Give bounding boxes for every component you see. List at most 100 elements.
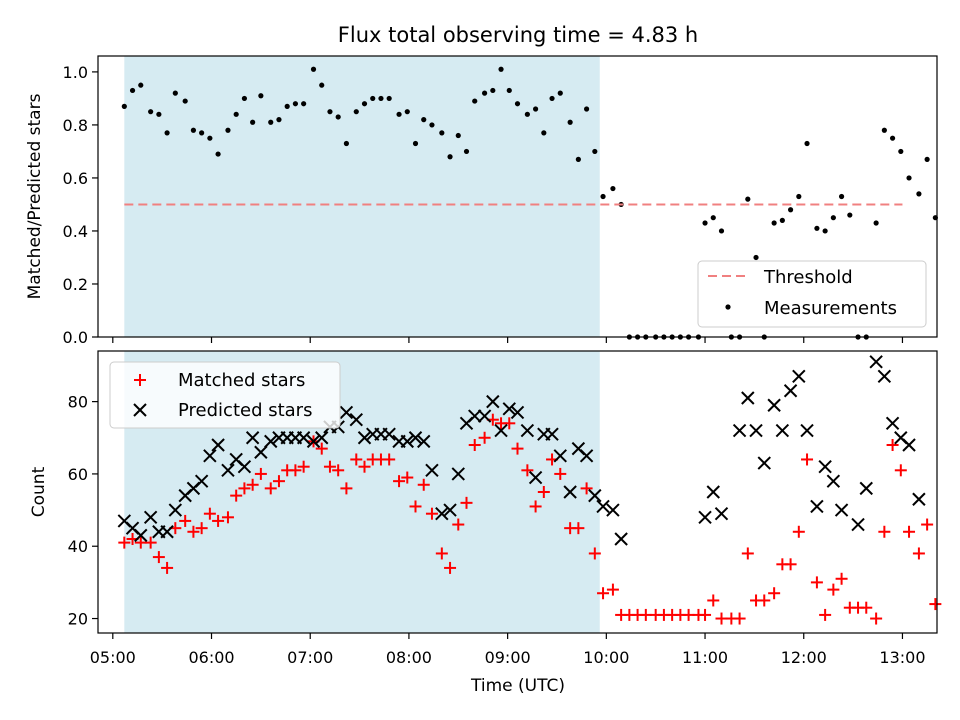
measurement-point — [138, 82, 144, 88]
measurement-point — [506, 87, 512, 94]
predicted-point — [296, 431, 311, 445]
matched-point — [801, 453, 814, 466]
predicted-point — [339, 405, 354, 420]
matched-point — [435, 547, 448, 560]
matched-point — [323, 460, 336, 473]
predicted-point — [767, 398, 781, 412]
measurement-point — [353, 109, 359, 115]
ratio-y-ticks: 0.0 0.2 0.4 0.6 0.8 1.0 — [63, 63, 98, 347]
matched-point — [707, 594, 720, 607]
matched-point — [741, 547, 754, 560]
measurement-point — [924, 156, 930, 162]
matched-point — [835, 572, 848, 585]
matched-point — [393, 475, 406, 488]
matched-point — [468, 439, 481, 451]
predicted-point — [168, 503, 183, 517]
measurement-point — [284, 103, 290, 109]
predicted-point — [203, 449, 217, 463]
matched-point — [212, 514, 225, 527]
predicted-point — [545, 427, 559, 441]
measurement-point — [745, 196, 751, 202]
measurement-point — [567, 119, 573, 125]
matched-point — [417, 478, 430, 491]
matched-point — [580, 482, 593, 495]
matched-point — [152, 551, 165, 564]
matched-point — [332, 464, 345, 477]
measurement-point — [190, 127, 197, 133]
measurement-point — [268, 119, 274, 125]
y-tick-label: 0.0 — [63, 328, 88, 347]
y-tick-label: 60 — [68, 465, 88, 484]
measurement-point — [378, 95, 384, 102]
matched-point — [246, 478, 259, 491]
count-y-axis-label: Count — [29, 466, 49, 517]
matched-point — [340, 482, 353, 495]
measurement-point — [335, 114, 341, 120]
measurement-point — [455, 132, 461, 139]
measurement-point — [600, 193, 606, 200]
measurement-point — [439, 130, 445, 136]
matched-point — [383, 453, 396, 466]
predicted-point — [221, 463, 235, 478]
matched-point — [921, 518, 934, 531]
matched-point — [195, 522, 208, 535]
measurement-point — [250, 119, 256, 125]
predicted-point — [783, 384, 798, 398]
measurement-point — [889, 135, 896, 141]
measurement-point — [847, 212, 853, 218]
matched-point — [792, 525, 805, 538]
predicted-point — [435, 506, 449, 521]
predicted-point — [810, 499, 824, 514]
matched-point — [784, 558, 797, 571]
measurement-point — [838, 193, 845, 200]
predicted-point — [245, 431, 260, 445]
matched-point — [912, 547, 925, 560]
predicted-point — [264, 434, 278, 449]
measurement-point — [447, 154, 453, 160]
matched-point — [511, 442, 524, 455]
matched-point — [444, 561, 457, 574]
measurement-point — [258, 93, 264, 99]
y-tick-label: 0.4 — [63, 222, 88, 241]
predicted-point — [349, 412, 363, 427]
matched-point — [554, 467, 567, 480]
matched-point — [203, 507, 216, 520]
predicted-point — [851, 517, 865, 532]
measurement-point — [225, 127, 231, 133]
matched-point — [860, 601, 873, 614]
measurement-point — [718, 228, 725, 234]
measurement-point — [514, 101, 521, 107]
predicted-point — [400, 434, 414, 449]
x-tick-label: 13:00 — [879, 648, 925, 667]
matched-point — [529, 500, 542, 513]
measurement-point — [148, 109, 154, 115]
matched-point — [758, 594, 771, 607]
measurement-point — [233, 111, 239, 117]
chart-title: Flux total observing time = 4.83 h — [338, 23, 698, 47]
measurement-point — [498, 66, 504, 72]
predicted-point — [775, 423, 790, 438]
measurement-point — [898, 148, 904, 155]
predicted-point — [606, 503, 620, 517]
matched-point — [503, 417, 516, 430]
matched-point — [118, 536, 131, 549]
matched-point — [588, 547, 601, 560]
predicted-point — [408, 431, 423, 445]
matched-legend-label: Matched stars — [178, 370, 305, 391]
measurement-point — [524, 111, 530, 117]
x-tick-label: 05:00 — [90, 648, 136, 667]
predicted-point — [885, 416, 900, 431]
measurement-point — [796, 193, 802, 200]
predicted-point — [306, 434, 321, 449]
predicted-point — [417, 434, 431, 449]
x-tick-label: 11:00 — [682, 648, 728, 667]
measurement-point — [370, 95, 376, 102]
ratio-y-axis-label: Matched/Predicted stars — [25, 93, 45, 299]
measurement-point — [779, 217, 785, 223]
predicted-point — [237, 459, 252, 474]
measurement-point — [710, 215, 716, 221]
predicted-point — [579, 449, 594, 463]
measurement-point — [702, 220, 708, 226]
measurement-point — [490, 87, 496, 94]
predicted-point — [859, 481, 873, 496]
